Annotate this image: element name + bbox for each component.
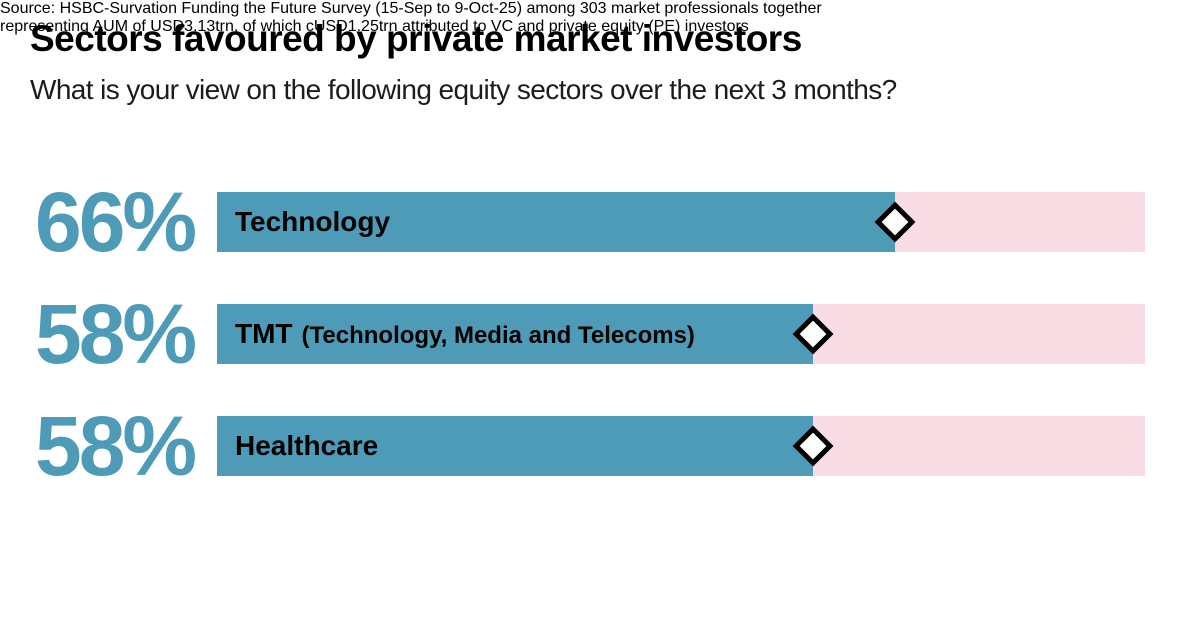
bar-label-detail: (Technology, Media and Telecoms) — [301, 322, 695, 349]
chart-row-healthcare: 58% Healthcare — [0, 404, 1200, 488]
bar-track: TMT (Technology, Media and Telecoms) — [217, 304, 1145, 364]
value-label: 58% — [35, 399, 197, 493]
bar-fill: TMT (Technology, Media and Telecoms) — [217, 304, 814, 364]
bar-label: Technology — [235, 206, 391, 237]
source-line-1: Source: HSBC-Survation Funding the Futur… — [0, 0, 822, 17]
chart-row-technology: 66% Technology — [0, 180, 1200, 264]
bar-fill: Technology — [217, 192, 896, 252]
value-label: 58% — [35, 287, 197, 381]
bar-label: TMT — [235, 318, 293, 349]
bar-track: Healthcare — [217, 416, 1145, 476]
chart-row-tmt: 58% TMT (Technology, Media and Telecoms) — [0, 292, 1200, 376]
value-label: 66% — [35, 175, 197, 269]
bar-track: Technology — [217, 192, 1145, 252]
bar-label: Healthcare — [235, 430, 379, 461]
bar-fill: Healthcare — [217, 416, 814, 476]
source-line-2: representing AUM of USD3.13trn, of which… — [0, 18, 749, 35]
chart-title: Sectors favoured by private market inves… — [30, 18, 802, 59]
chart-subtitle: What is your view on the following equit… — [30, 74, 897, 105]
